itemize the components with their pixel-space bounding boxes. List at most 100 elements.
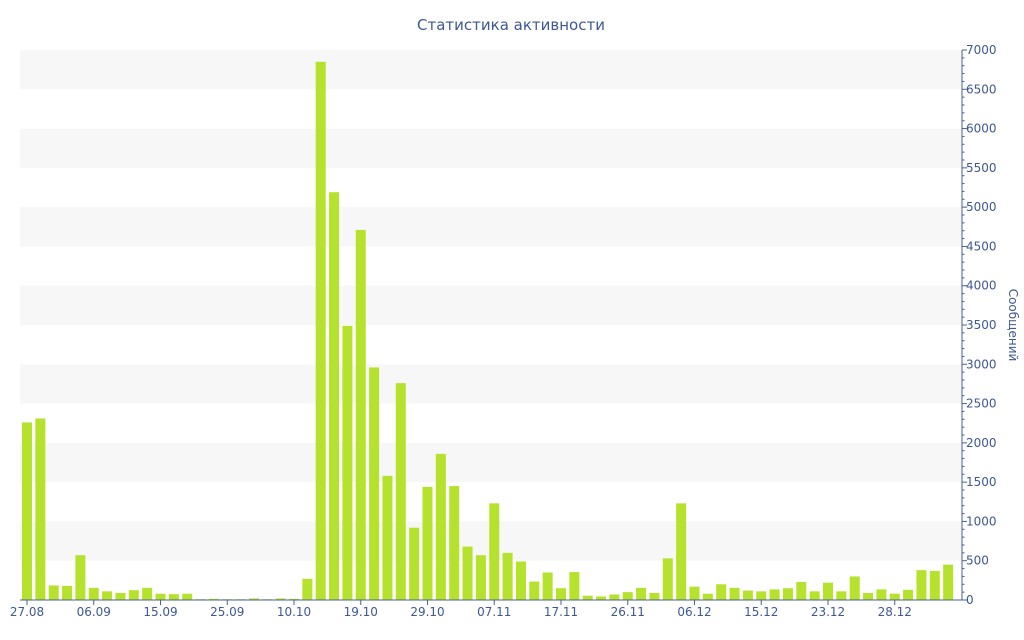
bar [275,598,286,600]
y-tick-label: 3000 [966,357,997,371]
y-tick-label: 2000 [966,436,997,450]
y-tick-label: 3500 [966,318,997,332]
bar [596,596,607,600]
bar [756,591,767,600]
bar [729,587,740,600]
bar [182,593,193,600]
x-tick-label: 07.11 [477,605,511,619]
bar [769,589,780,600]
grid-band [20,207,962,247]
bar [542,572,553,600]
bar [662,558,673,600]
bar [689,586,700,600]
y-tick-label: 5500 [966,161,997,175]
x-tick-label: 29.10 [410,605,444,619]
bar [916,570,927,600]
bar [489,503,500,600]
y-tick-label: 6000 [966,122,997,136]
bar [609,594,620,600]
y-tick-label: 4500 [966,239,997,253]
bar [462,546,473,600]
bar [302,578,313,600]
bar [475,555,486,600]
bar [75,555,86,600]
bar [35,418,46,600]
grid-band [20,442,962,483]
bar [142,587,153,600]
grid-band [20,285,962,325]
bar [823,582,833,600]
y-tick-label: 5000 [966,200,997,214]
bar [796,581,807,600]
bar [369,367,380,600]
bar [582,595,593,600]
chart-title: Статистика активности [417,16,605,34]
bar [556,588,566,600]
bar [809,591,820,600]
bar [48,585,59,600]
x-tick-label: 19.10 [344,605,378,619]
x-tick-label: 23.12 [811,605,845,619]
bar [62,585,73,600]
bar [649,592,660,600]
y-tick-label: 6500 [966,82,997,96]
bar [836,591,847,600]
bar [702,593,713,600]
bar [208,598,219,600]
y-tick-label: 4000 [966,279,997,293]
y-tick-label: 0 [966,593,974,607]
grid-band [20,128,962,168]
y-tick-label: 7000 [966,43,997,57]
bar [289,598,299,600]
bar [622,592,633,600]
bars [22,61,954,601]
x-tick-label: 17.11 [544,605,578,619]
bar [155,593,166,600]
bar [355,229,366,600]
y-tick-label: 2500 [966,397,997,411]
bar [569,572,580,600]
bar [409,527,420,600]
y-tick-label: 1000 [966,514,997,528]
bar [315,61,326,601]
bar [676,503,687,600]
bar [782,588,793,600]
bar [943,564,954,600]
x-tick-label: 26.11 [611,605,645,619]
bar [876,589,887,600]
y-tick-label: 500 [966,554,989,568]
bar [889,593,900,600]
bar [248,598,259,600]
bar [342,325,353,600]
bar [515,561,526,600]
bar [22,422,32,600]
grid-band [20,50,962,90]
bar [115,592,126,600]
bar [529,581,540,600]
x-tick-label: 28.12 [878,605,912,619]
bar [502,552,513,600]
x-tick-label: 10.10 [277,605,311,619]
bar [382,475,393,600]
x-tick-label: 27.08 [10,605,44,619]
x-tick-label: 06.09 [77,605,111,619]
x-tick-label: 25.09 [210,605,244,619]
bar [903,589,914,600]
x-tick-label: 06.12 [677,605,711,619]
bar [395,383,406,600]
bar [449,486,460,600]
bar [636,587,647,600]
bar [168,594,179,600]
bar [929,570,940,600]
bar [849,576,860,600]
x-tick-label: 15.12 [744,605,778,619]
bar [742,590,753,600]
bar [102,591,113,600]
y-axis-label: Сообщений [1006,289,1020,362]
bar [716,584,727,600]
bar [422,486,433,600]
bar [88,587,99,600]
grid-band [20,364,962,404]
grid-bands [20,50,962,561]
